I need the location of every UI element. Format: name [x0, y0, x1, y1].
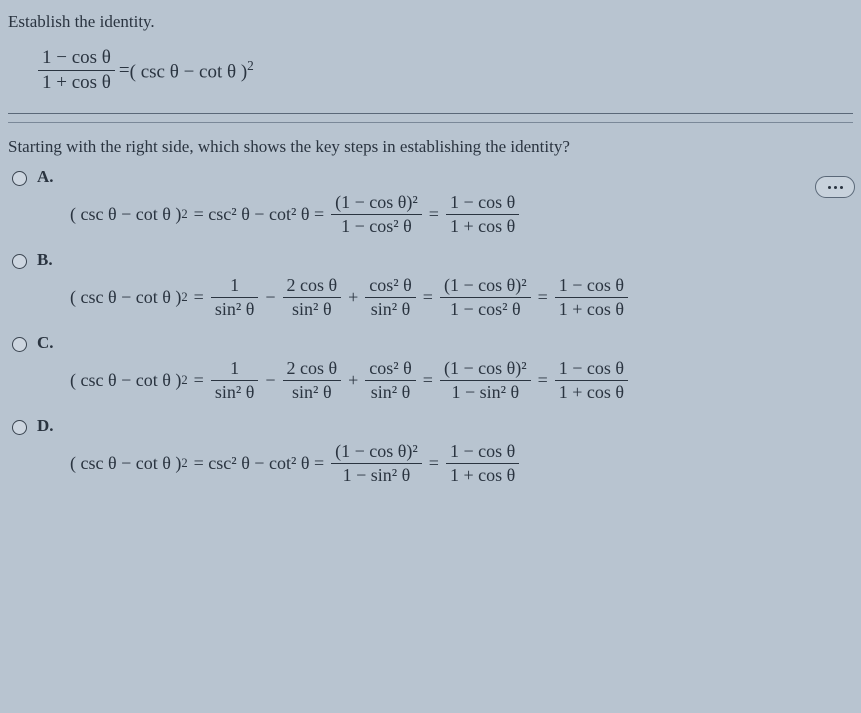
option-d-label: D. — [37, 416, 853, 436]
opt-c-m2: + — [348, 370, 358, 391]
opt-d-step1: = csc² θ − cot² θ = — [194, 453, 324, 474]
option-a-equation: ( csc θ − cot θ )2 = csc² θ − cot² θ = (… — [67, 191, 853, 238]
opt-d-f1-num: (1 − cos θ)² — [331, 440, 422, 463]
options-group: A. ( csc θ − cot θ )2 = csc² θ − cot² θ … — [12, 167, 853, 487]
opt-c-t1d: sin² θ — [211, 381, 259, 404]
opt-d-lhs-exp: 2 — [181, 456, 187, 471]
opt-d-lhs-base: ( csc θ − cot θ ) — [70, 453, 181, 474]
opt-b-m2: + — [348, 287, 358, 308]
radio-c[interactable] — [12, 337, 27, 352]
opt-d-f1-den: 1 − sin² θ — [339, 464, 415, 487]
opt-a-mid: = — [429, 204, 439, 225]
divider-bottom — [8, 122, 853, 123]
option-c-label: C. — [37, 333, 853, 353]
opt-b-t3n: cos² θ — [365, 274, 416, 297]
opt-c-t2n: 2 cos θ — [283, 357, 342, 380]
opt-b-eq2: = — [423, 287, 433, 308]
opt-c-t1n: 1 — [226, 357, 243, 380]
option-d[interactable]: D. ( csc θ − cot θ )2 = csc² θ − cot² θ … — [12, 416, 853, 487]
opt-c-t3d: sin² θ — [367, 381, 415, 404]
opt-a-f2-num: 1 − cos θ — [446, 191, 519, 214]
opt-b-t5n: 1 − cos θ — [555, 274, 628, 297]
opt-c-t3n: cos² θ — [365, 357, 416, 380]
more-options-button[interactable] — [815, 176, 855, 198]
opt-a-f1-den: 1 − cos² θ — [337, 215, 416, 238]
identity-equals: = — [119, 60, 130, 82]
opt-c-eq3: = — [538, 370, 548, 391]
opt-d-f2-den: 1 + cos θ — [446, 464, 519, 487]
opt-b-t4d: 1 − cos² θ — [446, 298, 525, 321]
opt-b-m1: − — [265, 287, 275, 308]
opt-b-t1d: sin² θ — [211, 298, 259, 321]
opt-a-frac2: 1 − cos θ 1 + cos θ — [446, 191, 519, 238]
dot-icon — [828, 186, 831, 189]
opt-a-f1-num: (1 − cos θ)² — [331, 191, 422, 214]
opt-c-eq2: = — [423, 370, 433, 391]
opt-d-mid: = — [429, 453, 439, 474]
option-b-label: B. — [37, 250, 853, 270]
opt-b-t5d: 1 + cos θ — [555, 298, 628, 321]
opt-c-t2d: sin² θ — [288, 381, 336, 404]
opt-c-t5d: 1 + cos θ — [555, 381, 628, 404]
opt-a-f2-den: 1 + cos θ — [446, 215, 519, 238]
opt-c-lhs-base: ( csc θ − cot θ ) — [70, 370, 181, 391]
option-a[interactable]: A. ( csc θ − cot θ )2 = csc² θ − cot² θ … — [12, 167, 853, 238]
identity-lhs-fraction: 1 − cos θ 1 + cos θ — [38, 46, 115, 95]
identity-lhs-den: 1 + cos θ — [38, 71, 115, 95]
identity-equation: 1 − cos θ 1 + cos θ = ( csc θ − cot θ )2 — [34, 46, 853, 95]
opt-b-eq1: = — [194, 287, 204, 308]
opt-c-lhs-exp: 2 — [181, 373, 187, 388]
option-c-equation: ( csc θ − cot θ )2 = 1sin² θ − 2 cos θsi… — [67, 357, 853, 404]
opt-b-eq3: = — [538, 287, 548, 308]
opt-b-t1n: 1 — [226, 274, 243, 297]
opt-b-t4n: (1 − cos θ)² — [440, 274, 531, 297]
option-a-label: A. — [37, 167, 853, 187]
radio-b[interactable] — [12, 254, 27, 269]
question-text: Starting with the right side, which show… — [8, 137, 853, 157]
option-c[interactable]: C. ( csc θ − cot θ )2 = 1sin² θ − 2 cos … — [12, 333, 853, 404]
opt-b-t3d: sin² θ — [367, 298, 415, 321]
opt-b-lhs-exp: 2 — [181, 290, 187, 305]
opt-c-eq1: = — [194, 370, 204, 391]
option-b-equation: ( csc θ − cot θ )2 = 1sin² θ − 2 cos θsi… — [67, 274, 853, 321]
identity-rhs: ( csc θ − cot θ )2 — [130, 58, 254, 83]
opt-c-t4d: 1 − sin² θ — [447, 381, 523, 404]
opt-d-frac1: (1 − cos θ)² 1 − sin² θ — [331, 440, 422, 487]
identity-lhs-num: 1 − cos θ — [38, 46, 115, 70]
opt-a-step1: = csc² θ − cot² θ = — [194, 204, 324, 225]
opt-d-f2-num: 1 − cos θ — [446, 440, 519, 463]
dot-icon — [840, 186, 843, 189]
opt-c-t5n: 1 − cos θ — [555, 357, 628, 380]
opt-a-lhs-base: ( csc θ − cot θ ) — [70, 204, 181, 225]
identity-rhs-exp: 2 — [247, 58, 254, 73]
opt-b-t2d: sin² θ — [288, 298, 336, 321]
opt-d-frac2: 1 − cos θ 1 + cos θ — [446, 440, 519, 487]
opt-a-frac1: (1 − cos θ)² 1 − cos² θ — [331, 191, 422, 238]
radio-a[interactable] — [12, 171, 27, 186]
opt-b-t2n: 2 cos θ — [283, 274, 342, 297]
opt-c-m1: − — [265, 370, 275, 391]
dot-icon — [834, 186, 837, 189]
divider-top — [8, 113, 853, 114]
identity-rhs-base: ( csc θ − cot θ ) — [130, 61, 248, 82]
opt-a-lhs-exp: 2 — [181, 207, 187, 222]
radio-d[interactable] — [12, 420, 27, 435]
option-d-equation: ( csc θ − cot θ )2 = csc² θ − cot² θ = (… — [67, 440, 853, 487]
prompt-text: Establish the identity. — [8, 12, 853, 32]
opt-c-t4n: (1 − cos θ)² — [440, 357, 531, 380]
option-b[interactable]: B. ( csc θ − cot θ )2 = 1sin² θ − 2 cos … — [12, 250, 853, 321]
opt-b-lhs-base: ( csc θ − cot θ ) — [70, 287, 181, 308]
